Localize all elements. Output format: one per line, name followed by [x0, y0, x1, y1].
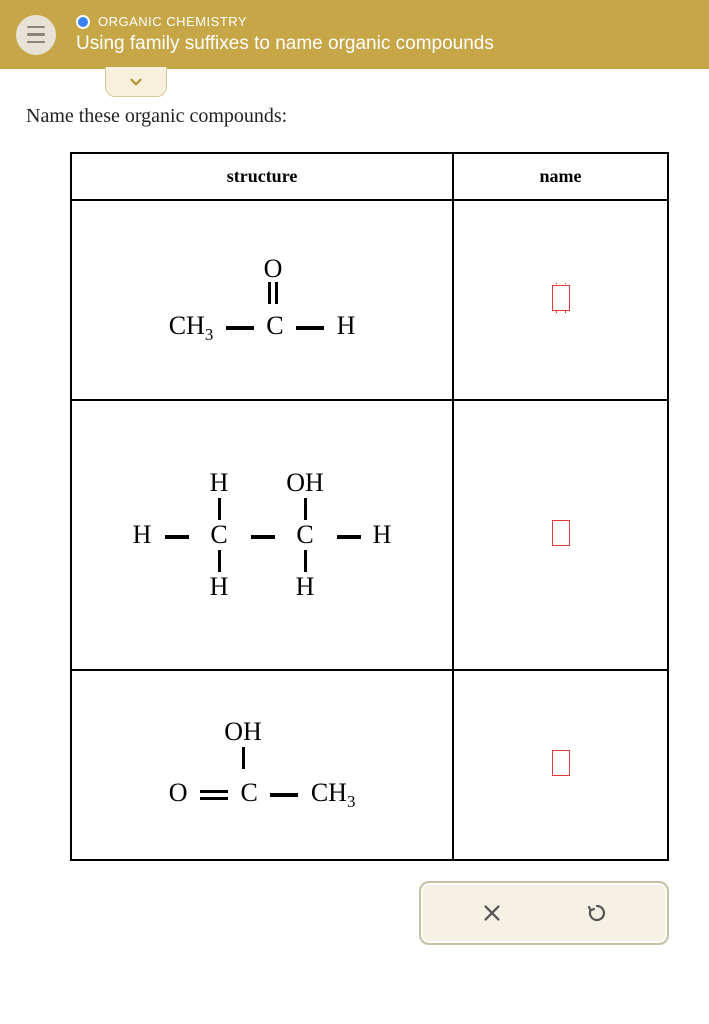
undo-icon: [585, 901, 609, 925]
structure-cell: H OH: [71, 400, 453, 670]
atom-H: H: [365, 522, 399, 548]
status-dot-icon: [76, 15, 90, 29]
single-bond-icon: [304, 550, 307, 572]
close-button[interactable]: [472, 893, 512, 933]
answer-table-wrap: structure name O CH3: [0, 152, 709, 881]
single-bond-icon: [296, 326, 324, 330]
col-header-name: name: [453, 153, 668, 200]
table-row: O CH3 C H: [71, 200, 668, 400]
question-prompt: Name these organic compounds:: [26, 105, 709, 128]
atom-OH: OH: [224, 717, 262, 746]
name-input-cell: [453, 400, 668, 670]
menu-button[interactable]: [16, 15, 56, 55]
compound-table: structure name O CH3: [70, 152, 669, 861]
page-header: ORGANIC CHEMISTRY Using family suffixes …: [0, 0, 709, 69]
atom-H: H: [193, 470, 245, 496]
single-bond-icon: [337, 535, 361, 539]
tab-area: [0, 69, 709, 99]
atom-O: O: [264, 254, 283, 283]
table-row: H OH: [71, 400, 668, 670]
atom-O: O: [169, 778, 188, 807]
atom-C: C: [279, 522, 331, 548]
single-bond-icon: [218, 498, 221, 520]
single-bond-icon: [242, 747, 245, 769]
undo-button[interactable]: [577, 893, 617, 933]
structure-2: H OH: [125, 470, 399, 600]
chevron-down-icon: [127, 73, 145, 91]
structure-3: OH O C CH3: [169, 719, 356, 811]
header-text: ORGANIC CHEMISTRY Using family suffixes …: [76, 14, 494, 55]
expand-tab[interactable]: [105, 67, 167, 97]
atom-C: C: [193, 522, 245, 548]
table-row: OH O C CH3: [71, 670, 668, 860]
bottom-bar: [0, 881, 669, 945]
atom-H: H: [279, 574, 331, 600]
single-bond-icon: [218, 550, 221, 572]
atom-OH: OH: [279, 470, 331, 496]
name-input-cell: [453, 670, 668, 860]
single-bond-icon: [304, 498, 307, 520]
double-bond-icon: [268, 282, 278, 304]
single-bond-icon: [251, 535, 275, 539]
atom-CH3: CH3: [311, 778, 356, 807]
atom-H: H: [125, 522, 159, 548]
page-title: Using family suffixes to name organic co…: [76, 33, 494, 55]
subject-label: ORGANIC CHEMISTRY: [98, 14, 247, 29]
atom-H: H: [337, 311, 356, 340]
name-input-3[interactable]: [552, 750, 570, 776]
structure-1: O CH3 C H: [169, 256, 356, 344]
double-bond-icon: [200, 790, 228, 800]
atom-C: C: [266, 311, 283, 340]
action-tray: [419, 881, 669, 945]
single-bond-icon: [226, 326, 254, 330]
atom-C: C: [240, 778, 257, 807]
single-bond-icon: [165, 535, 189, 539]
atom-H: H: [193, 574, 245, 600]
close-icon: [481, 902, 503, 924]
col-header-structure: structure: [71, 153, 453, 200]
atom-CH3: CH3: [169, 311, 214, 340]
structure-cell: OH O C CH3: [71, 670, 453, 860]
structure-cell: O CH3 C H: [71, 200, 453, 400]
single-bond-icon: [270, 793, 298, 797]
name-input-cell: [453, 200, 668, 400]
name-input-1[interactable]: [552, 285, 570, 311]
name-input-2[interactable]: [552, 520, 570, 546]
